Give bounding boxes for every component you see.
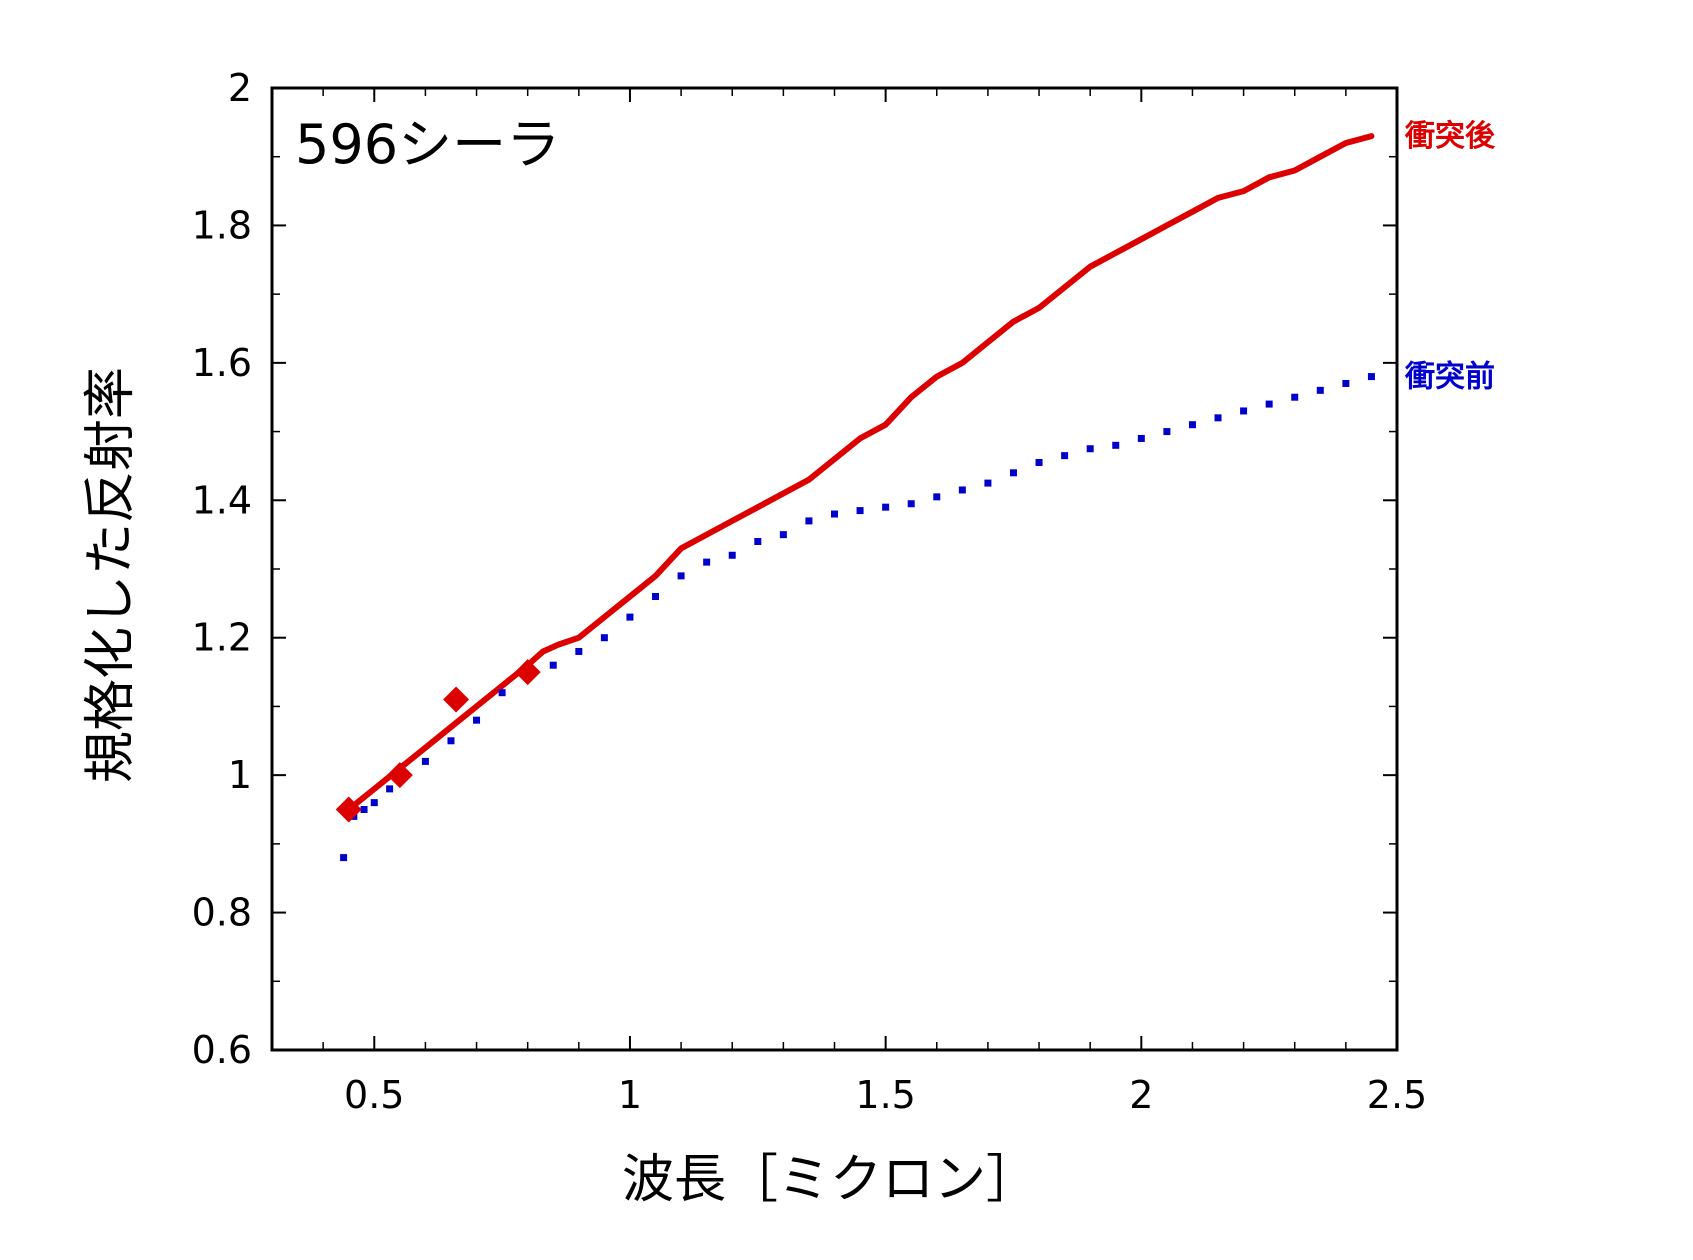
data-point-before-impact [340, 854, 348, 862]
data-point-before-impact [1035, 458, 1043, 466]
data-point-before-impact [703, 558, 711, 566]
data-point-before-impact [754, 538, 762, 546]
data-point-before-impact [360, 806, 368, 813]
data-point-before-impact [933, 493, 941, 501]
series-label: 衝突後 [1404, 119, 1496, 154]
series-1: 衝突前 [340, 360, 1495, 862]
data-point-before-impact [856, 507, 864, 515]
data-point-before-impact [421, 757, 429, 765]
y-tick-label: 2 [228, 66, 252, 110]
data-point-before-impact [549, 661, 557, 669]
x-tick-label: 1 [618, 1073, 642, 1117]
photometry-diamond [386, 762, 413, 789]
data-point-before-impact [1137, 434, 1145, 442]
y-axis-title: 規格化した反射率 [81, 367, 141, 783]
series-2 [335, 659, 541, 823]
x-tick-label: 2 [1129, 1073, 1153, 1117]
data-point-before-impact [386, 785, 394, 793]
plot-title: 596シーラ [295, 113, 560, 176]
data-point-before-impact [1316, 386, 1324, 394]
data-point-before-impact [831, 510, 838, 518]
x-tick-label: 2.5 [1367, 1073, 1427, 1117]
series-label: 衝突前 [1404, 360, 1495, 395]
data-point-before-impact [652, 592, 660, 600]
y-tick-label: 0.6 [192, 1028, 252, 1072]
data-point-before-impact [958, 486, 966, 494]
data-point-before-impact [575, 647, 583, 655]
data-point-before-impact [984, 479, 992, 487]
data-point-before-impact [626, 613, 634, 621]
data-point-before-impact [1086, 445, 1094, 453]
data-point-before-impact [907, 500, 915, 508]
data-point-before-impact [728, 551, 736, 559]
y-tick-label: 1.6 [192, 341, 252, 385]
data-point-before-impact [1061, 452, 1069, 460]
data-point-before-impact [779, 531, 787, 539]
axes-layer: 0.6 0.8 1 1.2 1.4 1.6 1.8 2 0.5 1 1.5 2 2.5 [192, 66, 1428, 1117]
y-tick-label: 1.8 [192, 203, 252, 247]
x-tick-label: 1.5 [855, 1073, 915, 1117]
y-tick-label: 1 [228, 753, 252, 797]
data-point-before-impact [677, 572, 685, 580]
data-point-before-impact [805, 517, 813, 525]
data-point-before-impact [1265, 400, 1273, 408]
data-point-before-impact [1291, 393, 1299, 401]
photometry-diamond [443, 686, 470, 713]
data-point-before-impact [473, 716, 481, 724]
plot-frame [270, 86, 1399, 1052]
x-axis-title: 波長［ミクロン］ [622, 1150, 1038, 1210]
data-point-before-impact [1112, 441, 1120, 449]
y-tick-label: 1.4 [192, 478, 252, 522]
data-point-before-impact [1367, 373, 1375, 381]
y-tick-label: 0.8 [192, 891, 252, 935]
photometry-diamond [335, 796, 362, 823]
data-point-before-impact [447, 737, 455, 745]
data-point-before-impact [370, 799, 378, 807]
data-point-before-impact [1009, 469, 1017, 477]
series-line-after-impact [345, 133, 1375, 813]
data-point-before-impact [1163, 428, 1171, 436]
series-0: 衝突後 [345, 119, 1496, 813]
data-point-before-impact [1214, 414, 1222, 422]
data-point-before-impact [600, 634, 608, 642]
x-tick-label: 0.5 [344, 1073, 404, 1117]
photometry-diamond [514, 659, 541, 686]
data-point-before-impact [498, 689, 506, 697]
data-point-before-impact [882, 503, 890, 511]
data-point-before-impact [1188, 421, 1196, 429]
data-point-before-impact [1240, 407, 1248, 415]
data-point-before-impact [1342, 379, 1350, 387]
y-tick-label: 1.2 [192, 616, 252, 660]
